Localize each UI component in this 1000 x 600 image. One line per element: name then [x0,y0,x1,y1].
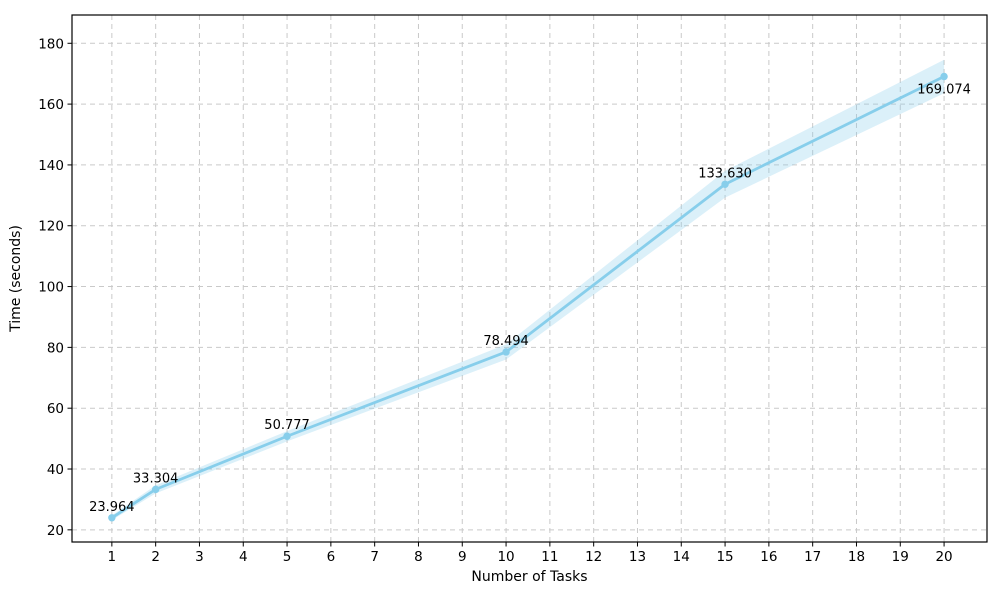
data-point-marker [151,485,160,494]
x-tick-label: 19 [892,549,909,565]
x-tick-label: 11 [541,549,558,565]
x-tick-label: 17 [804,549,821,565]
data-point-label: 33.304 [133,471,179,486]
y-tick-label: 160 [38,97,64,113]
data-point-label: 50.777 [264,418,310,433]
x-tick-label: 7 [370,549,379,565]
data-point-marker [502,348,510,356]
data-point-label: 78.494 [483,334,529,349]
y-tick-label: 40 [47,462,64,478]
data-point-marker [721,180,729,188]
y-tick-label: 120 [38,219,64,235]
data-point-label: 133.630 [698,166,752,181]
x-tick-label: 10 [497,549,514,565]
x-tick-label: 13 [629,549,646,565]
data-point-markers [108,72,948,522]
x-axis-title: Number of Tasks [471,569,587,585]
x-tick-label: 20 [935,549,952,565]
grid [72,15,987,542]
x-tick-label: 8 [414,549,423,565]
data-point-marker [283,432,291,440]
x-tick-label: 2 [151,549,160,565]
x-tick-label: 6 [327,549,336,565]
y-tick-label: 140 [38,158,64,174]
data-point-label: 169.074 [917,83,971,98]
x-tick-label: 1 [108,549,117,565]
x-tick-label: 12 [585,549,602,565]
confidence-band [111,59,945,521]
y-tick-label: 100 [38,280,64,296]
x-tick-label: 18 [848,549,865,565]
x-tick-label: 5 [283,549,292,565]
x-tick-label: 16 [760,549,777,565]
data-point-labels: 23.964 33.304 50.777 78.494 133.630 169.074 [89,83,971,515]
data-point-marker [108,514,116,522]
y-tick-label: 180 [38,36,64,52]
y-tick-label: 60 [47,401,64,417]
series-line [110,75,946,520]
x-tick-label: 3 [195,549,204,565]
y-tick-label: 80 [47,340,64,356]
y-axis: 20 40 60 80 100 120 140 160 180 [38,36,72,539]
data-point-label: 23.964 [89,500,135,515]
y-axis-title: Time (seconds) [8,225,24,333]
data-point-marker [940,72,948,81]
x-tick-label: 4 [239,549,248,565]
plot-border [71,14,988,543]
x-tick-label: 14 [673,549,690,565]
y-tick-label: 20 [47,523,64,539]
x-tick-label: 9 [458,549,467,565]
x-axis: 1 2 3 4 5 6 7 8 9 10 11 12 13 14 15 16 17 18 19 20 [108,542,953,565]
x-tick-label: 15 [716,549,733,565]
